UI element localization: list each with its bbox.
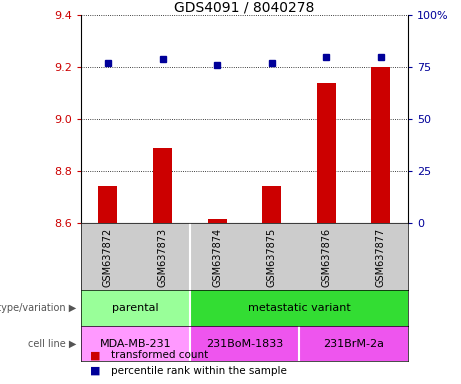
Bar bbox=[98, 186, 118, 223]
Text: transformed count: transformed count bbox=[111, 350, 208, 360]
Bar bbox=[81, 326, 190, 361]
Text: percentile rank within the sample: percentile rank within the sample bbox=[111, 366, 287, 376]
Text: MDA-MB-231: MDA-MB-231 bbox=[100, 339, 171, 349]
Text: GSM637876: GSM637876 bbox=[321, 228, 331, 287]
Text: GSM637877: GSM637877 bbox=[376, 228, 386, 287]
Bar bbox=[207, 219, 227, 223]
Bar bbox=[317, 83, 336, 223]
Text: genotype/variation ▶: genotype/variation ▶ bbox=[0, 303, 76, 313]
Bar bbox=[299, 326, 408, 361]
Text: GSM637875: GSM637875 bbox=[266, 228, 277, 287]
Text: 231BoM-1833: 231BoM-1833 bbox=[206, 339, 283, 349]
Bar bbox=[190, 290, 408, 326]
Text: metastatic variant: metastatic variant bbox=[248, 303, 350, 313]
Bar bbox=[81, 290, 190, 326]
Text: GSM637873: GSM637873 bbox=[158, 228, 167, 287]
Text: 231BrM-2a: 231BrM-2a bbox=[323, 339, 384, 349]
Text: ■: ■ bbox=[90, 366, 100, 376]
Title: GDS4091 / 8040278: GDS4091 / 8040278 bbox=[174, 0, 314, 14]
Bar bbox=[190, 326, 299, 361]
Text: ■: ■ bbox=[90, 350, 100, 360]
Bar bbox=[262, 186, 281, 223]
Text: cell line ▶: cell line ▶ bbox=[28, 339, 76, 349]
Text: parental: parental bbox=[112, 303, 159, 313]
Bar bbox=[153, 147, 172, 223]
Text: GSM637874: GSM637874 bbox=[212, 228, 222, 287]
Bar bbox=[371, 67, 390, 223]
Text: GSM637872: GSM637872 bbox=[103, 228, 113, 287]
